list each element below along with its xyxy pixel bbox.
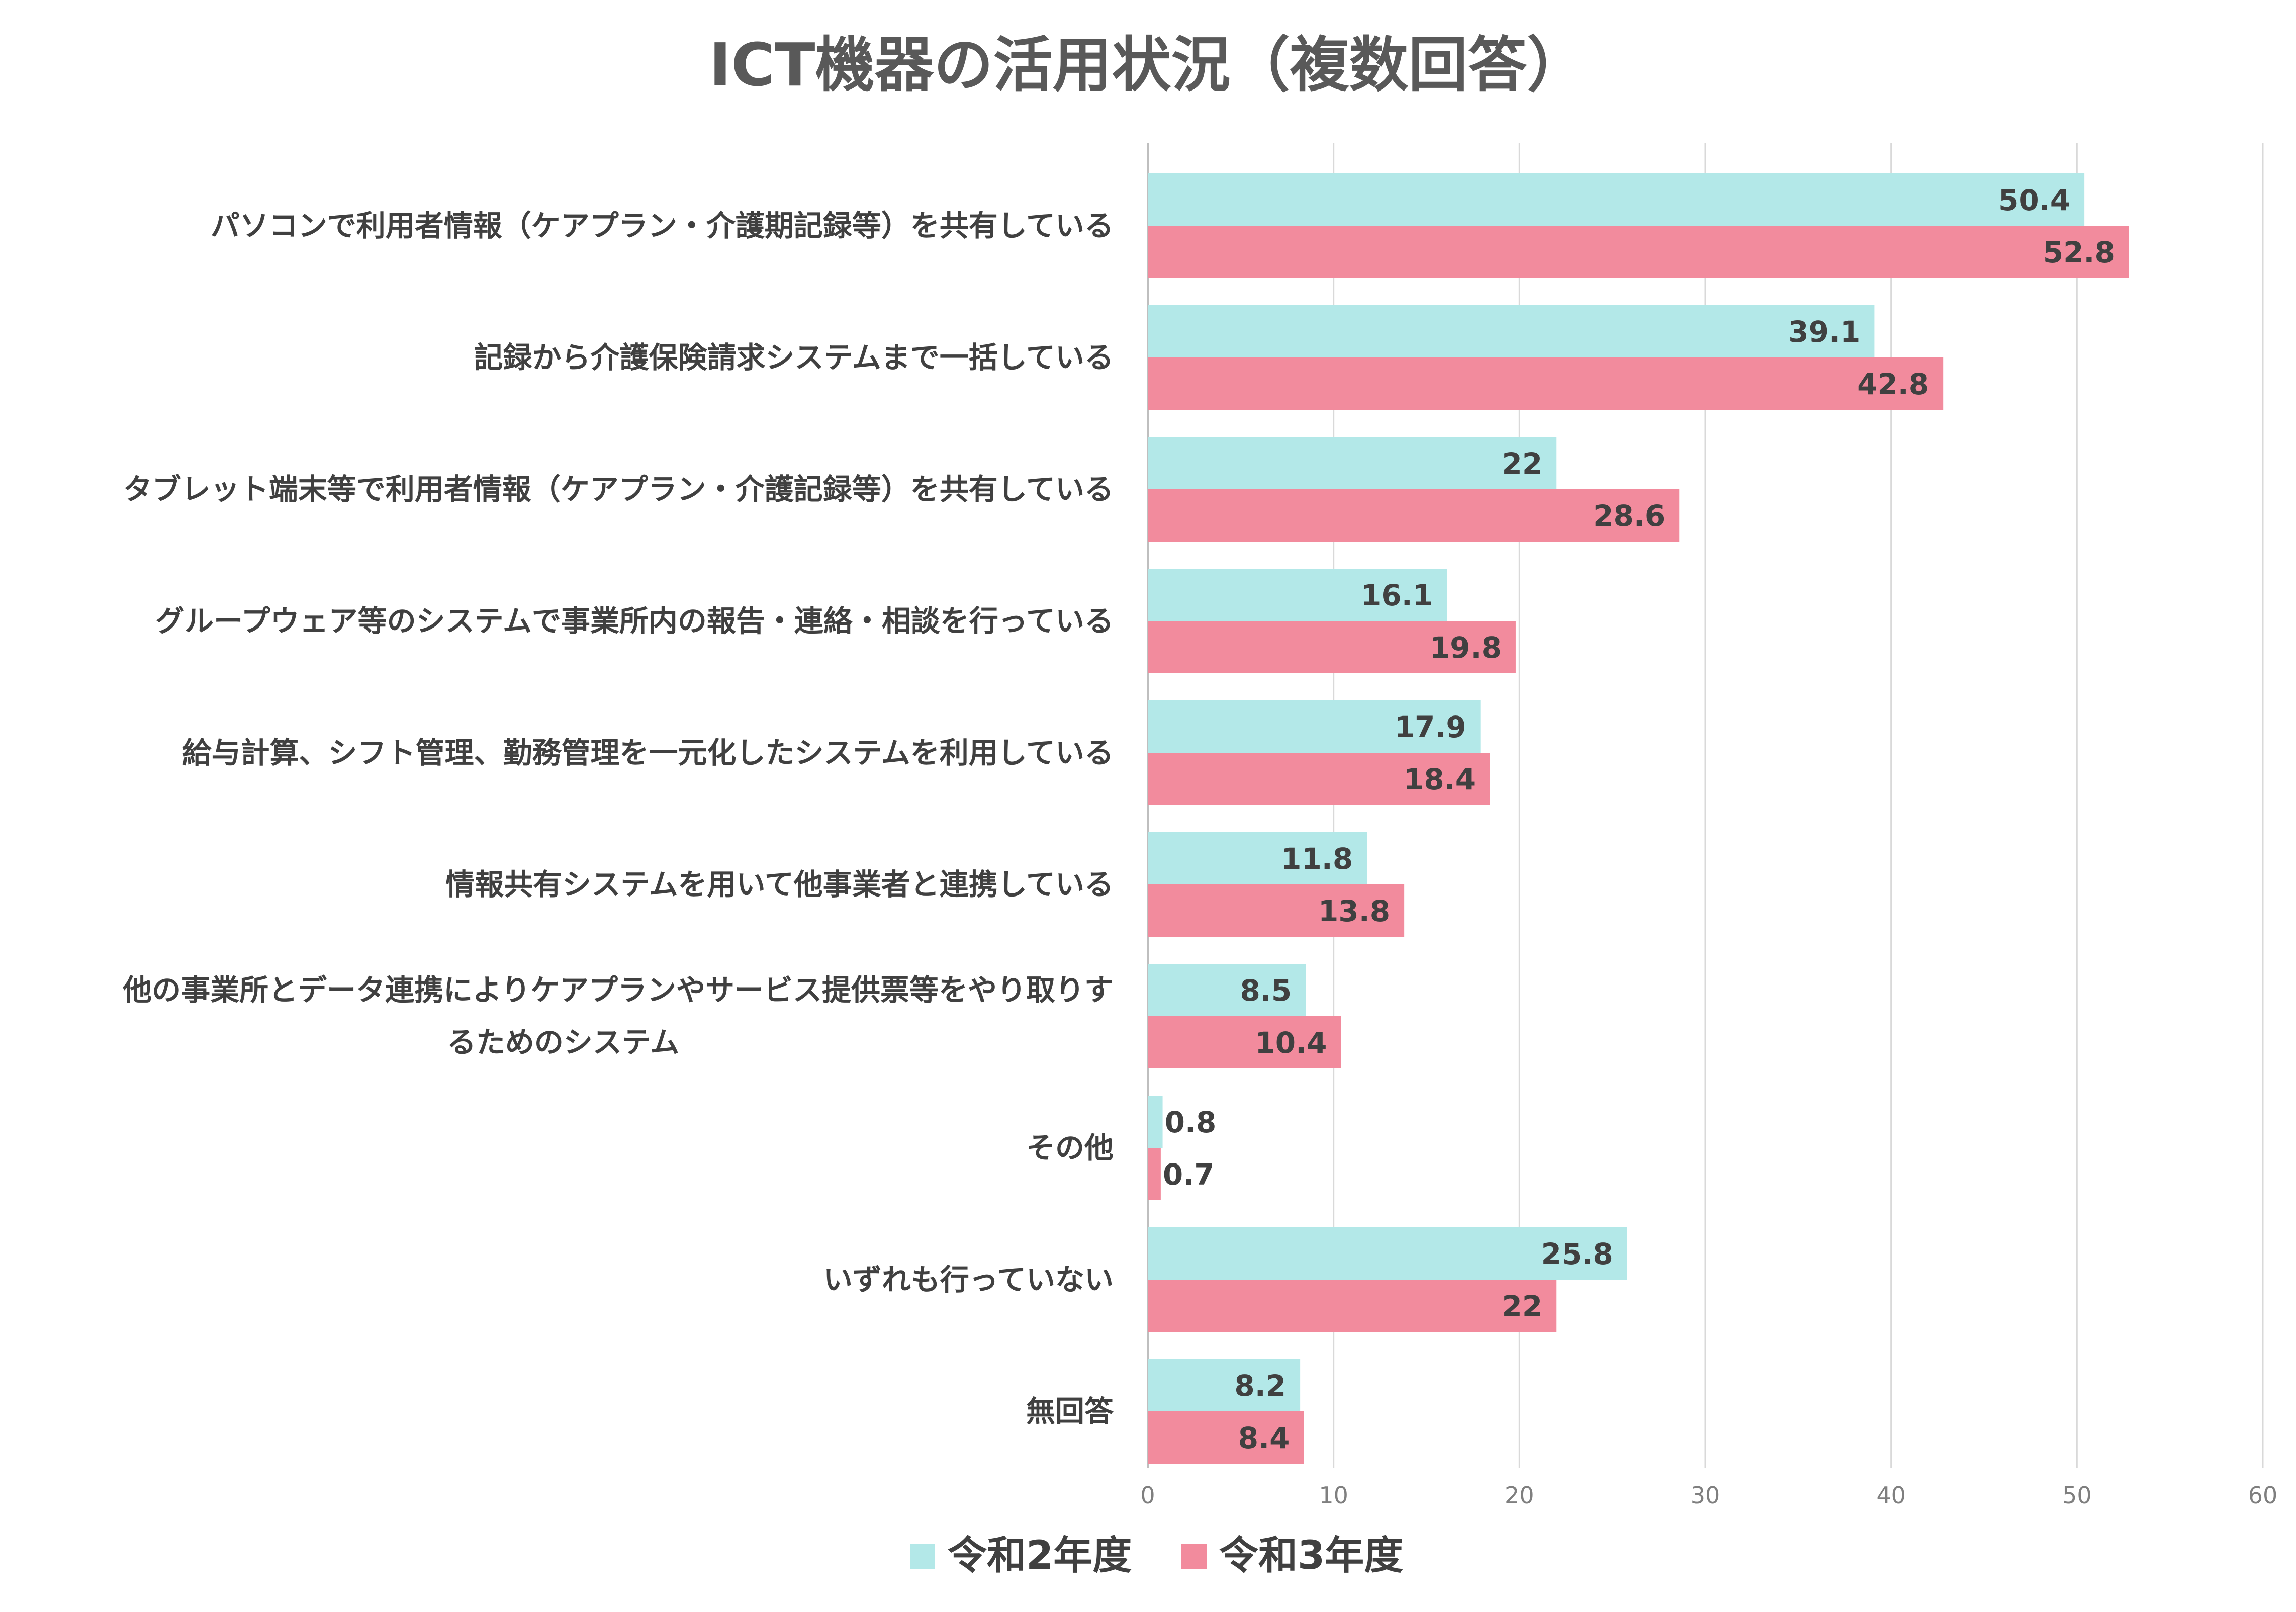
category-label: その他: [1026, 1131, 1114, 1165]
bar: [1148, 964, 1306, 1016]
x-axis-ticks: 0 10 20 30 40 50 60: [1140, 1482, 2277, 1509]
category-label: グループウェア等のシステムで事業所内の報告・連絡・相談を行っている: [155, 604, 1114, 638]
data-label: 19.8: [1430, 631, 1502, 665]
x-tick-label: 40: [1876, 1482, 1906, 1509]
legend-swatch: [910, 1544, 935, 1569]
bar: [1148, 1148, 1161, 1200]
data-label: 17.9: [1395, 710, 1466, 744]
x-tick-label: 0: [1140, 1482, 1155, 1509]
data-label: 13.8: [1318, 894, 1390, 928]
data-label: 10.4: [1255, 1026, 1327, 1060]
data-label: 16.1: [1361, 578, 1433, 612]
x-tick-label: 20: [1505, 1482, 1534, 1509]
bars: 50.4 52.8 39.1 42.8 22 28.6 16.1 19.8 17.9 18.4 11…: [1148, 173, 2129, 1464]
bar: [1148, 1227, 1627, 1280]
category-label: るためのシステム: [447, 1025, 679, 1059]
x-tick-label: 30: [1691, 1482, 1720, 1509]
category-label: 情報共有システムを用いて他事業者と連携している: [445, 867, 1114, 902]
bar: [1148, 1411, 1304, 1464]
chart-title: ICT機器の活用状況（複数回答）: [709, 30, 1587, 100]
x-tick-label: 10: [1319, 1482, 1348, 1509]
category-label: いずれも行っていない: [823, 1263, 1114, 1297]
data-label: 0.7: [1163, 1157, 1215, 1192]
category-label: 給与計算、シフト管理、勤務管理を一元化したシステムを利用している: [182, 736, 1114, 770]
category-label: タブレット端末等で利用者情報（ケアプラン・介護記録等）を共有している: [123, 472, 1114, 506]
category-label: 無回答: [1026, 1394, 1114, 1428]
category-label: パソコンで利用者情報（ケアプラン・介護期記録等）を共有している: [211, 209, 1114, 243]
category-label: 他の事業所とデータ連携によりケアプランやサービス提供票等をやり取りす: [122, 973, 1114, 1007]
data-label: 22: [1502, 446, 1543, 481]
data-label: 22: [1502, 1289, 1543, 1323]
bar: [1148, 832, 1367, 884]
bar: [1148, 437, 1557, 489]
data-label: 50.4: [1998, 183, 2070, 217]
data-label: 25.8: [1541, 1237, 1613, 1271]
bar: [1148, 226, 2129, 278]
bar: [1148, 569, 1447, 621]
bar: [1148, 884, 1405, 937]
bar: [1148, 1359, 1301, 1411]
data-label: 39.1: [1788, 315, 1860, 349]
bar: [1148, 700, 1481, 753]
data-label: 0.8: [1165, 1105, 1217, 1139]
legend-label: 令和2年度: [948, 1533, 1132, 1578]
category-label: 記録から介護保険請求システムまで一括している: [474, 340, 1114, 375]
bar: [1148, 173, 2085, 226]
legend: 令和2年度 令和3年度: [910, 1533, 1403, 1578]
data-label: 42.8: [1857, 367, 1929, 401]
bar: [1148, 1096, 1163, 1148]
x-tick-label: 50: [2062, 1482, 2092, 1509]
bar: [1148, 357, 1944, 410]
data-label: 52.8: [2043, 235, 2115, 270]
bar: [1148, 621, 1516, 673]
bar: [1148, 489, 1680, 542]
bar: [1148, 305, 1875, 357]
data-label: 11.8: [1281, 842, 1353, 876]
bar: [1148, 1016, 1341, 1068]
data-label: 18.4: [1404, 762, 1476, 796]
legend-label: 令和3年度: [1219, 1533, 1403, 1578]
data-label: 8.5: [1240, 973, 1292, 1008]
bar: [1148, 753, 1490, 805]
x-tick-label: 60: [2248, 1482, 2278, 1509]
data-label: 8.4: [1238, 1421, 1290, 1455]
category-labels: パソコンで利用者情報（ケアプラン・介護期記録等）を共有している記録から介護保険請…: [122, 209, 1114, 1428]
bar: [1148, 1280, 1557, 1332]
data-label: 28.6: [1593, 499, 1665, 533]
data-label: 8.2: [1234, 1369, 1286, 1403]
legend-swatch: [1181, 1544, 1207, 1569]
